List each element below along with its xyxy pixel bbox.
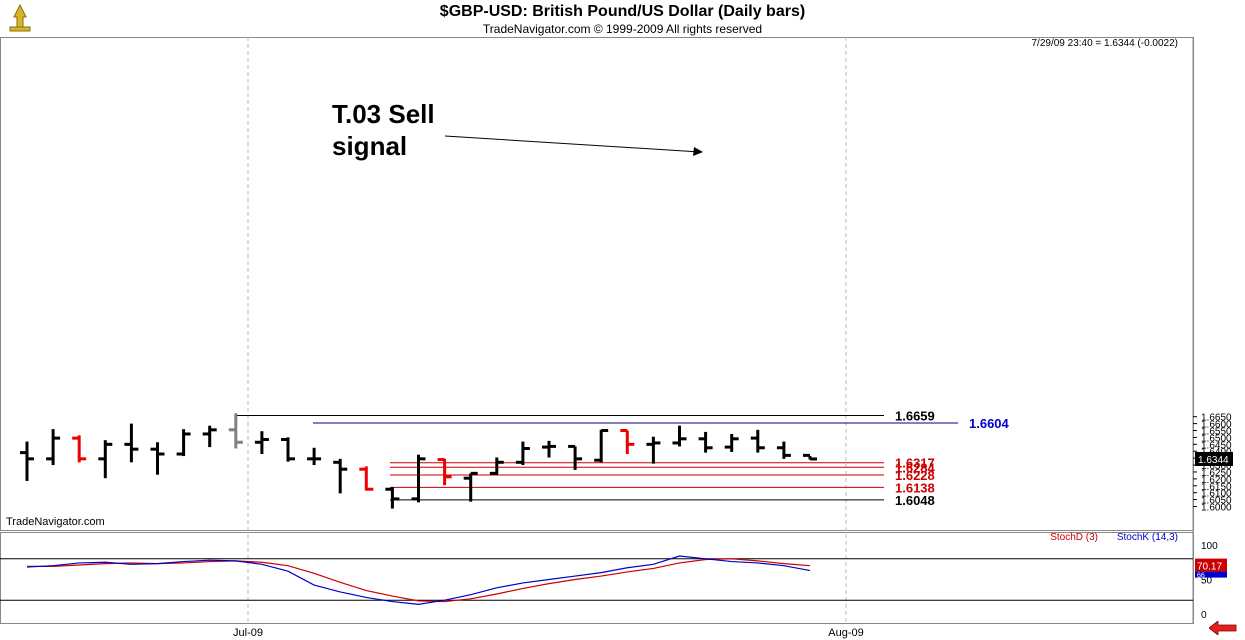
y-tick-label: 1.6450 xyxy=(1201,440,1232,451)
level-label: 1.6317 xyxy=(895,456,935,471)
stochk-value-badge xyxy=(1195,571,1227,578)
stochk-legend: StochK (14,3) xyxy=(1117,532,1178,543)
y-tick-label: 1.6600 xyxy=(1201,420,1232,431)
ohlc-bar xyxy=(411,454,426,503)
x-tick-label: Jul-09 xyxy=(233,627,263,639)
y-tick-label: 1.6050 xyxy=(1201,496,1232,507)
price-bars xyxy=(20,413,817,509)
ohlc-bar xyxy=(228,413,243,449)
annotation-arrow-shaft xyxy=(444,135,701,153)
ohlc-bar xyxy=(46,429,61,466)
ohlc-bar xyxy=(307,447,322,466)
ohlc-bar xyxy=(594,429,609,463)
ohlc-bar xyxy=(281,437,295,462)
stoch-tick-label: 50 xyxy=(1201,576,1213,587)
level-label: 1.6048 xyxy=(895,493,935,508)
grid-lines: Jul-09 Aug-09 xyxy=(0,37,1194,639)
y-tick-label: 1.6550 xyxy=(1201,427,1232,438)
ohlc-bar xyxy=(124,423,139,463)
ohlc-bar xyxy=(646,436,661,464)
chart-subtitle: TradeNavigator.com © 1999-2009 All right… xyxy=(482,22,763,36)
ohlc-bar xyxy=(750,429,765,453)
ohlc-bar xyxy=(803,453,817,461)
sell-signal-annotation: T.03 Sell signal xyxy=(332,99,703,161)
chart-title: $GBP-USD: British Pound/US Dollar (Daily… xyxy=(439,3,806,20)
annotation-arrow-head xyxy=(693,147,703,156)
ohlc-bar xyxy=(359,466,374,491)
ohlc-bar xyxy=(620,429,635,455)
ohlc-bar xyxy=(202,425,217,448)
back-arrow-icon[interactable] xyxy=(1209,621,1237,635)
last-price-text: 1.6344 xyxy=(1198,455,1229,466)
y-tick-label: 1.6500 xyxy=(1201,433,1232,444)
ohlc-bar xyxy=(724,433,739,452)
support-resistance-levels: 1.6659 1.6604 1.63171.62841.62281.61381.60… xyxy=(235,408,1010,508)
ohlc-bar xyxy=(385,487,400,509)
y-tick-label: 1.6200 xyxy=(1201,475,1232,486)
y-tick-label: 1.6000 xyxy=(1201,503,1232,514)
y-tick-label: 1.6250 xyxy=(1201,468,1232,479)
y-tick-label: 1.6300 xyxy=(1201,461,1232,472)
ohlc-bar xyxy=(98,440,113,479)
annotation-line-1: T.03 Sell xyxy=(332,99,435,129)
stochk-line xyxy=(26,555,811,605)
ohlc-bar xyxy=(463,471,478,502)
ohlc-bar xyxy=(672,425,687,447)
level-label: 1.6604 xyxy=(969,416,1010,431)
ohlc-bar xyxy=(333,458,348,494)
ohlc-bar xyxy=(515,441,530,466)
watermark: TradeNavigator.com xyxy=(6,516,105,528)
level-label: 1.6138 xyxy=(895,480,935,495)
ohlc-bar xyxy=(568,444,583,470)
level-label: 1.6659 xyxy=(895,408,935,423)
y-tick-label: 1.6150 xyxy=(1201,482,1232,493)
ohlc-bar xyxy=(254,431,269,455)
annotation-line-2: signal xyxy=(332,131,407,161)
trade-navigator-logo xyxy=(9,3,31,32)
ohlc-bar xyxy=(72,435,87,463)
stoch-tick-label: 100 xyxy=(1201,541,1218,552)
ohlc-bar xyxy=(776,441,791,459)
level-label: 1.6228 xyxy=(895,468,935,483)
ohlc-bar xyxy=(20,441,34,481)
ohlc-bar xyxy=(176,429,191,457)
price-axis: 1.60001.60501.61001.61501.62001.62501.63… xyxy=(1193,413,1233,514)
stochd-legend: StochD (3) xyxy=(1050,532,1098,543)
ohlc-bar xyxy=(437,458,452,486)
y-tick-label: 1.6650 xyxy=(1201,413,1232,424)
stochk-value-text: 66 xyxy=(1197,573,1205,580)
x-tick-label: Aug-09 xyxy=(828,627,863,639)
last-price-badge xyxy=(1195,451,1233,466)
stoch-tick-label: 0 xyxy=(1201,610,1207,621)
stochd-value-badge xyxy=(1195,558,1227,572)
stochd-value-text: 70.17 xyxy=(1197,562,1222,573)
ohlc-bar xyxy=(542,440,556,458)
ohlc-bar xyxy=(150,442,165,475)
y-tick-label: 1.6100 xyxy=(1201,489,1232,500)
quote-readout: 7/29/09 23:40 = 1.6344 (-0.0022) xyxy=(1031,38,1178,49)
ohlc-bar xyxy=(489,457,504,475)
level-label: 1.6284 xyxy=(895,460,936,475)
ohlc-bar xyxy=(698,431,713,453)
